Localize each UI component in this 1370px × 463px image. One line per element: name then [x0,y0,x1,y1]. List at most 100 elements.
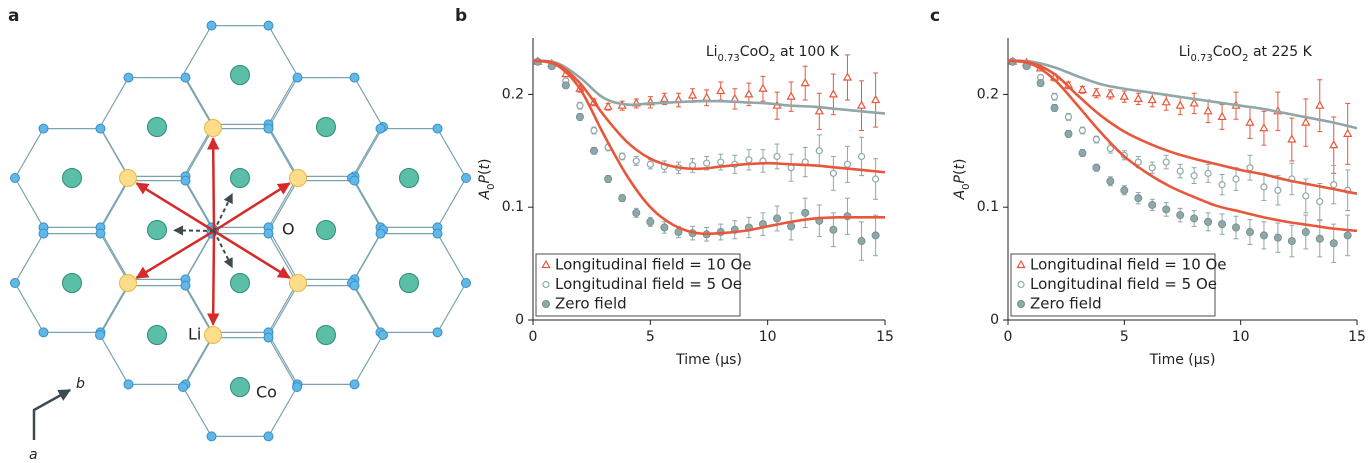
legend-label: Longitudinal field = 5 Oe [555,275,742,293]
data-point [1287,134,1297,143]
data-point [872,175,880,183]
data-point [1330,181,1338,189]
x-tick-label: 15 [1348,329,1366,345]
cobalt-atom [147,117,167,137]
data-point [786,91,796,100]
oxygen-site [178,382,188,392]
data-point [745,156,753,164]
data-point [1064,113,1073,121]
data-point [590,146,599,155]
legend-label: Longitudinal field = 5 Oe [1030,275,1217,293]
data-point [1259,123,1269,132]
oxygen-site [10,173,20,183]
oxygen-site [461,278,471,288]
fit-line [532,59,885,236]
cobalt-atom [62,273,82,293]
lithium-atom [119,169,137,187]
label-part: t [477,164,493,170]
data-point [801,208,810,217]
x-tick-label: 15 [876,329,894,345]
data-point [618,152,626,161]
cobalt-atom [316,220,336,240]
data-point [1287,237,1296,246]
oxygen-site [432,228,443,239]
data-point [1343,231,1352,240]
cobalt-atom [230,65,250,85]
legend-marker [541,259,551,269]
cobalt-atom [147,325,167,345]
data-point [590,126,598,135]
lithium-atom [289,169,307,187]
axis-label: a [29,447,38,463]
data-point [1077,84,1088,93]
data-point [1203,106,1213,115]
data-point [659,93,670,103]
oxygen-site [461,173,471,183]
hop-arrow [213,182,291,233]
label-part: P [952,174,968,183]
data-point [702,92,712,101]
label-part: ) [952,159,968,164]
data-point [1050,103,1059,112]
oxygen-site [38,123,49,134]
data-point [1134,194,1143,203]
data-point [1301,117,1311,126]
data-point [1190,214,1199,223]
data-point [800,77,810,87]
data-point [1092,163,1101,172]
data-point [603,101,613,110]
y-tick-label: 0.2 [502,86,524,102]
data-point [632,157,640,165]
data-point [1064,129,1073,138]
axis-label: b [76,376,85,392]
atom-label: Co [256,383,277,402]
x-tick-label: 0 [529,329,538,345]
oxygen-site [263,228,274,239]
data-point [1078,149,1087,158]
data-point [1217,111,1227,121]
label-part: A [952,190,968,201]
data-point [1106,177,1115,186]
data-point [717,158,725,166]
x-axis-label: Time (µs) [1149,352,1216,368]
y-tick-label: 0.2 [977,86,999,102]
data-point [829,225,838,234]
data-point [814,106,824,115]
x-tick-label: 0 [1004,329,1013,345]
data-point [773,214,782,223]
lithium-atom [204,326,222,344]
fit-line [532,59,886,115]
atom-label: Li [188,325,201,344]
data-point [1091,88,1102,97]
y-axis-label: A0P(t) [952,159,972,201]
oxygen-site [292,72,303,83]
data-point [1162,158,1170,166]
panel-label: b [455,6,467,26]
chart-title: Li0.73CoO2 at 100 K [706,44,840,64]
legend-marker [1016,259,1026,269]
x-tick-label: 10 [1232,329,1250,345]
data-point [758,83,768,92]
oxygen-site [206,20,217,31]
label-part: 0 [486,183,497,189]
data-point [1343,128,1353,137]
oxygen-site [263,20,274,31]
data-point [646,217,655,226]
data-point [815,147,823,155]
legend-label: Zero field [555,295,627,313]
label-part: CoO [1213,44,1242,60]
hop-arrow [206,137,220,232]
data-point [1176,211,1185,220]
label-part: 2 [1242,53,1248,64]
data-point [1315,100,1325,109]
data-point [871,231,880,240]
cobalt-atom [316,117,336,137]
atom-label: O [282,220,295,239]
data-point [1189,98,1199,107]
data-point [1204,169,1212,177]
oxygen-site [180,280,191,291]
data-point [1176,167,1184,175]
data-point [1316,197,1324,206]
data-point [1134,158,1142,166]
axis-arrow [32,388,72,440]
